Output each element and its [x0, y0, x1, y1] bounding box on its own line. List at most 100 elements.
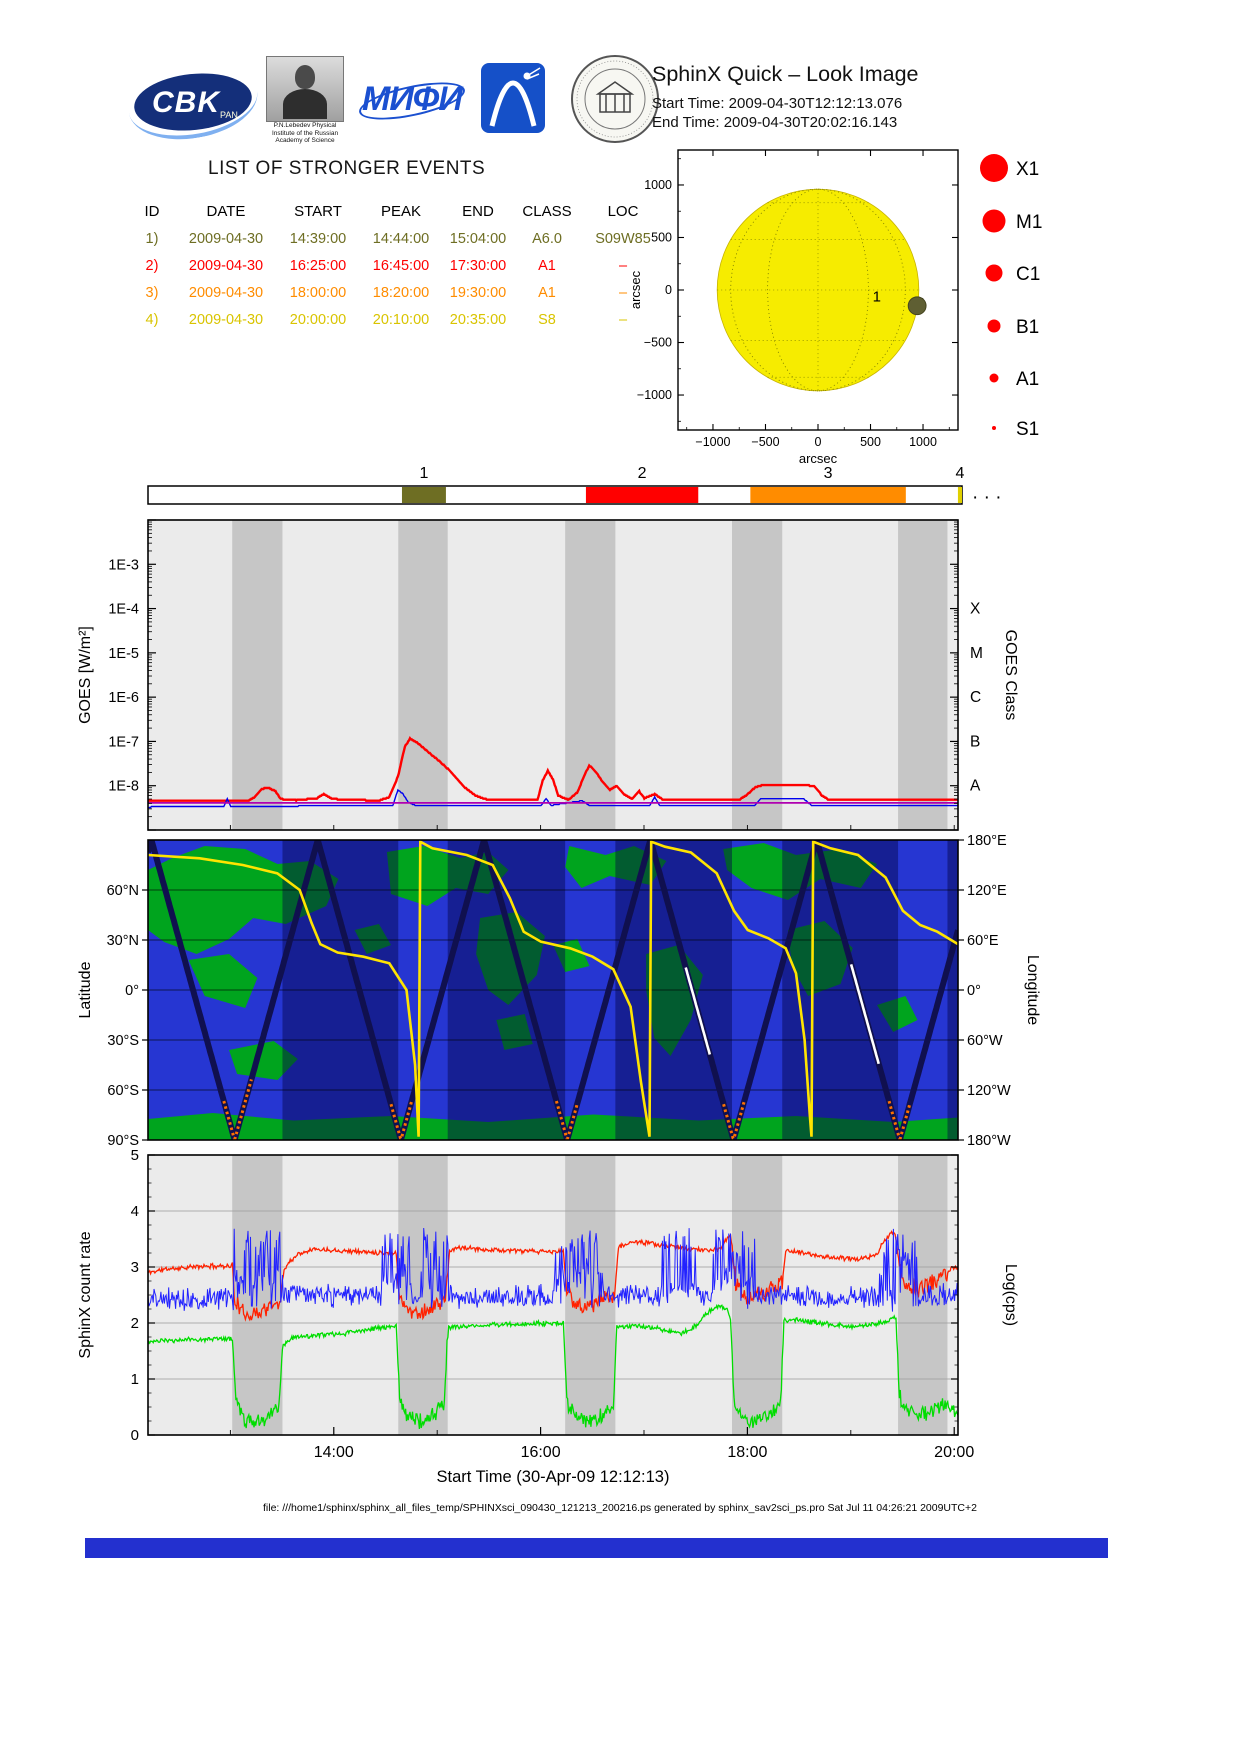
counts-ytick: 5 [131, 1150, 139, 1164]
timeline-more-dots: · · · [972, 487, 1002, 508]
sun-xtick: 1000 [909, 435, 937, 449]
events-col-start: START [294, 203, 342, 220]
counts-ytick: 2 [131, 1315, 139, 1332]
counts-xlabel: Start Time (30-Apr-09 12:12:13) [437, 1468, 670, 1486]
lon-tick: 180°E [967, 835, 1007, 849]
event-cell: – [618, 311, 628, 328]
goes-series-goes-long [148, 736, 958, 803]
legend-label-C1: C1 [1016, 264, 1040, 285]
counts-xtick: 18:00 [727, 1444, 767, 1461]
legend-label-B1: B1 [1016, 317, 1039, 338]
track-white-segment [849, 964, 880, 1065]
event-number-3: 3 [824, 465, 833, 482]
event-cell: 2009-04-30 [188, 257, 264, 274]
footer-bar [85, 1538, 1108, 1558]
lebedev-logo: P.N.Lebedev Physical Institute of the Ru… [264, 56, 346, 150]
goes-ytick: 1E-6 [108, 690, 139, 706]
events-col-loc: LOC [607, 203, 639, 220]
start-time: Start Time: 2009-04-30T12:12:13.076 [652, 95, 903, 112]
mifi-logo-text: МИФИ [362, 80, 463, 118]
event-cell: S09W85 [595, 230, 651, 247]
event-cell: – [618, 257, 628, 274]
counts-xtick: 16:00 [521, 1444, 561, 1461]
university-seal-logo [570, 54, 660, 144]
sun-yaxis-label: arcsec [628, 270, 643, 309]
night-band [232, 520, 283, 830]
legend-label-S1: S1 [1016, 419, 1039, 440]
event-cell: 19:30:00 [449, 284, 507, 301]
lat-tick: 0° [125, 983, 139, 999]
solar-grid-meridian [767, 188, 869, 392]
cbk-logo-subtext: PAN [220, 110, 238, 120]
legend-dot-C1 [985, 264, 1003, 282]
sun-ytick: 500 [651, 230, 672, 244]
arch-logo-graphic [481, 63, 545, 133]
event-cell: 17:30:00 [449, 257, 507, 274]
track-white-segment [684, 967, 712, 1055]
lat-tick: 60°S [107, 1083, 139, 1099]
continent [229, 1041, 298, 1080]
world-map [148, 840, 958, 1140]
sun-xaxis-label: arcsec [799, 451, 838, 466]
events-col-peak: PEAK [380, 203, 422, 220]
goes-series-goes-short [148, 788, 958, 809]
event-row-1: 1) 2009-04-30 14:39:00 14:44:00 15:04:00 A6.0… [128, 225, 666, 252]
event-cell: 18:20:00 [372, 284, 430, 301]
event-cell: 14:39:00 [289, 230, 347, 247]
goes-ytick: 1E-4 [108, 602, 139, 618]
lebedev-caption-line3: Academy of Science [275, 137, 335, 144]
flare-location-marker [907, 296, 927, 316]
goes-ylabel-right: GOES Class [1002, 630, 1019, 721]
event-number-4: 4 [956, 465, 965, 482]
legend-label-X1: X1 [1016, 159, 1039, 180]
counts-ylabel-right: Log(cps) [1002, 1264, 1019, 1326]
sun-ytick: 0 [665, 283, 672, 297]
event-cell: A6.0 [532, 230, 562, 247]
portrait-head [295, 65, 315, 89]
counts-ytick: 0 [131, 1427, 139, 1444]
seal-graphic [571, 55, 659, 143]
event-cell: 14:44:00 [372, 230, 430, 247]
counts-ytick: 4 [131, 1203, 139, 1220]
continent [148, 846, 339, 954]
counts-xtick: 14:00 [314, 1444, 354, 1461]
event-cell: S8 [538, 311, 556, 328]
event-cell: 2009-04-30 [188, 311, 264, 328]
lat-tick: 30°N [107, 933, 139, 949]
title-block: SphinX Quick – Look Image Start Time: 20… [652, 62, 992, 133]
legend-dot-A1 [989, 373, 999, 383]
night-band [898, 520, 948, 830]
counts-ytick: 1 [131, 1371, 139, 1388]
legend-label-A1: A1 [1016, 369, 1039, 390]
goes-ytick: 1E-7 [108, 734, 139, 750]
goes-class-tick: A [970, 778, 981, 795]
track-hot-segment [887, 1100, 912, 1140]
flare-number-label: 1 [873, 289, 881, 306]
continent [148, 1113, 958, 1140]
events-col-id: ID [144, 203, 160, 220]
end-time: End Time: 2009-04-30T20:02:16.143 [652, 114, 898, 131]
count-rate-panel: 0 1 2 3 4 5 14:00 16:00 18:00 20:00 Start Time (30… [77, 1150, 1019, 1486]
continent [354, 924, 391, 954]
event-cell: A1 [538, 284, 556, 301]
count-series-red-channel [147, 1230, 959, 1322]
lon-tick: 60°E [967, 933, 999, 949]
ground-track-panel: 60°N 30°N 0° 30°S 60°S 90°S 180°E 120°E 60°E 0° 60… [77, 835, 1041, 1149]
track-hot-segment [222, 1078, 253, 1140]
event-cell: 2) [145, 257, 159, 274]
legend-dot-M1 [982, 209, 1006, 233]
goes-ylabel: GOES [W/m²] [77, 626, 94, 724]
events-table: ID DATE START PEAK END CLASS LOC 1) 2009-04-30 14… [128, 198, 666, 333]
events-col-date: DATE [206, 203, 246, 220]
event-cell: 1) [145, 230, 159, 247]
track-ylabel-right: Longitude [1024, 955, 1041, 1025]
events-list-title: LIST OF STRONGER EVENTS [208, 158, 486, 179]
continent [496, 1014, 533, 1050]
solar-grid-meridian [730, 188, 906, 392]
longitude-curve [148, 840, 958, 1137]
goes-ytick: 1E-5 [108, 646, 139, 662]
lebedev-portrait [266, 56, 344, 122]
events-header-row: ID DATE START PEAK END CLASS LOC [128, 198, 666, 225]
lat-tick: 30°S [107, 1033, 139, 1049]
sun-xtick: 0 [815, 435, 822, 449]
